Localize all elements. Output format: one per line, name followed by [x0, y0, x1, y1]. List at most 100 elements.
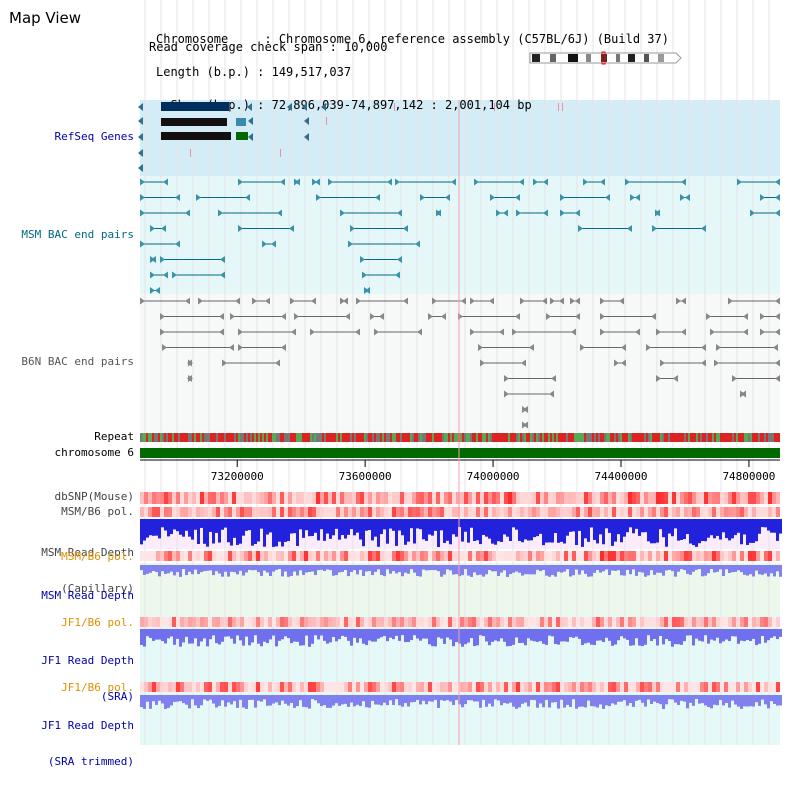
- bac-end[interactable]: [348, 240, 353, 248]
- bac-end[interactable]: [775, 313, 780, 320]
- bac-end[interactable]: [743, 313, 748, 320]
- bac-end[interactable]: [580, 344, 585, 351]
- bac-end[interactable]: [760, 194, 765, 201]
- bac-end[interactable]: [627, 225, 632, 232]
- bac-end[interactable]: [681, 297, 686, 305]
- gene-block[interactable]: [236, 118, 246, 126]
- bac-end[interactable]: [445, 194, 450, 201]
- bac-end[interactable]: [635, 328, 640, 336]
- bac-end[interactable]: [281, 313, 286, 320]
- bac-end[interactable]: [280, 178, 285, 186]
- bac-end[interactable]: [291, 328, 296, 336]
- bac-end[interactable]: [355, 328, 360, 336]
- bac-end[interactable]: [714, 359, 719, 367]
- gene-block[interactable]: [161, 118, 227, 126]
- bac-end[interactable]: [185, 209, 190, 217]
- gene-arrow[interactable]: [138, 103, 143, 111]
- bac-end[interactable]: [161, 225, 166, 232]
- bac-end[interactable]: [775, 359, 780, 367]
- bac-end[interactable]: [238, 328, 243, 336]
- bac-end[interactable]: [235, 297, 240, 305]
- gene-arrow[interactable]: [304, 133, 309, 141]
- bac-end[interactable]: [673, 375, 678, 382]
- bac-end[interactable]: [676, 297, 681, 305]
- bac-end[interactable]: [289, 225, 294, 232]
- bac-end[interactable]: [600, 297, 605, 305]
- bac-end[interactable]: [542, 297, 547, 305]
- bac-end[interactable]: [635, 194, 640, 201]
- bac-end[interactable]: [775, 297, 780, 305]
- msm-depth-sra-label[interactable]: MSM Read Depth: [10, 566, 134, 626]
- bac-end[interactable]: [504, 375, 509, 382]
- bac-end[interactable]: [478, 344, 483, 351]
- data-tracks[interactable]: 73200000 73600000 74000000 74400000 74800000: [0, 0, 800, 745]
- bac-end[interactable]: [441, 313, 446, 320]
- gene-arrow[interactable]: [302, 103, 307, 111]
- bac-end[interactable]: [519, 178, 524, 186]
- bac-end[interactable]: [737, 178, 742, 186]
- bac-end[interactable]: [520, 297, 525, 305]
- bac-end[interactable]: [238, 178, 243, 186]
- gene-arrow[interactable]: [321, 103, 326, 111]
- bac-end[interactable]: [656, 328, 661, 336]
- bac-end[interactable]: [600, 178, 605, 186]
- bac-end[interactable]: [741, 390, 746, 398]
- bac-end[interactable]: [277, 209, 282, 217]
- bac-end[interactable]: [681, 178, 686, 186]
- bac-end[interactable]: [436, 209, 441, 217]
- bac-end[interactable]: [710, 328, 715, 336]
- bac-end[interactable]: [570, 297, 575, 305]
- jf1-b6-pol-label[interactable]: JF1/B6 pol.: [61, 616, 134, 629]
- bac-end[interactable]: [340, 209, 345, 217]
- dbsnp-label[interactable]: dbSNP(Mouse): [54, 490, 134, 503]
- bac-end[interactable]: [543, 209, 548, 217]
- bac-end[interactable]: [621, 359, 626, 367]
- bac-end[interactable]: [162, 344, 167, 351]
- bac-end[interactable]: [229, 344, 234, 351]
- msm-b6-pol-sra-label[interactable]: MSM/B6 pol.: [61, 550, 134, 563]
- msm-b6-pol-label[interactable]: MSM/B6 pol.: [61, 505, 134, 518]
- bac-end[interactable]: [775, 209, 780, 217]
- bac-end[interactable]: [630, 194, 635, 201]
- bac-end[interactable]: [760, 313, 765, 320]
- bac-end[interactable]: [681, 328, 686, 336]
- bac-end[interactable]: [275, 359, 280, 367]
- bac-end[interactable]: [499, 328, 504, 336]
- bac-end[interactable]: [311, 297, 316, 305]
- bac-end[interactable]: [310, 328, 315, 336]
- bac-end[interactable]: [187, 375, 192, 382]
- bac-end[interactable]: [150, 271, 155, 279]
- bac-end[interactable]: [185, 297, 190, 305]
- bac-end[interactable]: [140, 178, 145, 186]
- bac-end[interactable]: [175, 194, 180, 201]
- bac-end[interactable]: [575, 313, 580, 320]
- bac-end[interactable]: [365, 287, 370, 294]
- bac-end[interactable]: [397, 256, 402, 263]
- gene-arrow[interactable]: [247, 103, 252, 111]
- bac-end[interactable]: [743, 328, 748, 336]
- bac-end[interactable]: [621, 344, 626, 351]
- bac-end[interactable]: [523, 421, 528, 429]
- bac-end[interactable]: [701, 359, 706, 367]
- bac-end[interactable]: [583, 178, 588, 186]
- bac-end[interactable]: [716, 344, 721, 351]
- bac-end[interactable]: [230, 313, 235, 320]
- gene-block[interactable]: [236, 132, 248, 140]
- bac-end[interactable]: [196, 194, 201, 201]
- gene-arrow[interactable]: [138, 117, 143, 125]
- bac-end[interactable]: [397, 209, 402, 217]
- bac-end[interactable]: [218, 209, 223, 217]
- bac-end[interactable]: [294, 313, 299, 320]
- bac-end[interactable]: [403, 225, 408, 232]
- gene-arrow[interactable]: [248, 133, 253, 141]
- bac-end[interactable]: [515, 313, 520, 320]
- bac-end[interactable]: [150, 225, 155, 232]
- gene-arrow[interactable]: [138, 149, 143, 157]
- bac-end[interactable]: [543, 178, 548, 186]
- gene-block[interactable]: [161, 132, 231, 140]
- bac-end[interactable]: [432, 297, 437, 305]
- bac-end[interactable]: [625, 178, 630, 186]
- bac-end[interactable]: [312, 178, 317, 186]
- bac-end[interactable]: [370, 313, 375, 320]
- bac-end[interactable]: [470, 328, 475, 336]
